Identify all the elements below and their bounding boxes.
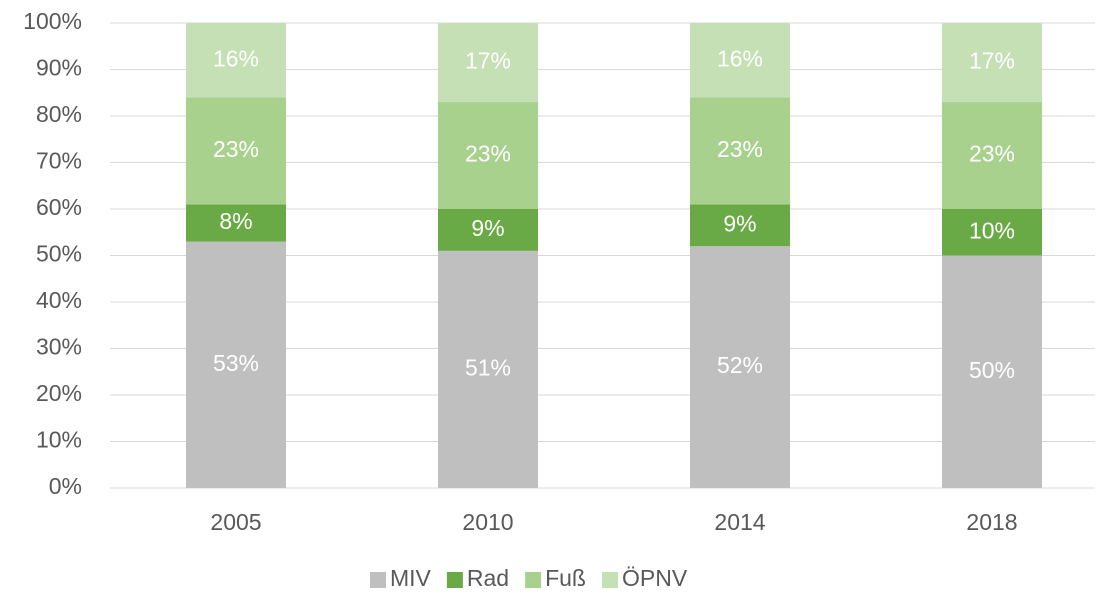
data-label: 17%	[465, 48, 511, 74]
bar-segment	[186, 23, 286, 98]
bar-segment	[942, 102, 1042, 209]
x-tick-label: 2018	[966, 509, 1017, 535]
legend-label: MIV	[390, 565, 432, 591]
data-label: 16%	[717, 45, 763, 71]
legend-swatch	[525, 572, 542, 588]
data-label: 9%	[723, 210, 756, 236]
bar-segment	[942, 209, 1042, 256]
y-tick-label: 100%	[23, 8, 82, 34]
y-tick-label: 50%	[36, 241, 82, 267]
data-label: 23%	[717, 136, 763, 162]
data-label: 9%	[471, 215, 504, 241]
legend-label: Rad	[467, 565, 509, 591]
legend-swatch	[446, 572, 463, 588]
data-label: 51%	[465, 355, 511, 381]
legend-label: ÖPNV	[622, 565, 688, 591]
bar-segment	[438, 250, 538, 488]
data-label: 8%	[219, 208, 252, 234]
bar-segment	[690, 23, 790, 98]
data-label: 23%	[465, 141, 511, 167]
data-label: 50%	[969, 357, 1015, 383]
bar-segment	[438, 209, 538, 251]
y-tick-label: 70%	[36, 148, 82, 174]
legend-swatch	[601, 572, 618, 588]
bar-segment	[690, 246, 790, 488]
data-label: 10%	[969, 217, 1015, 243]
data-label: 53%	[213, 350, 259, 376]
legend-label: Fuß	[545, 565, 586, 591]
x-tick-label: 2010	[462, 509, 513, 535]
bar-segment	[186, 204, 286, 242]
y-tick-label: 60%	[36, 194, 82, 220]
bar-segment	[438, 23, 538, 103]
bar-segment	[690, 97, 790, 205]
bar-segment	[438, 102, 538, 209]
y-tick-label: 10%	[36, 427, 82, 453]
y-tick-label: 80%	[36, 101, 82, 127]
legend-swatch	[370, 572, 386, 588]
data-label: 52%	[717, 352, 763, 378]
data-label: 17%	[969, 48, 1015, 74]
bar-segment	[942, 23, 1042, 103]
data-label: 16%	[213, 45, 259, 71]
x-tick-label: 2005	[210, 509, 261, 535]
y-tick-label: 90%	[36, 55, 82, 81]
x-tick-label: 2014	[714, 509, 765, 535]
bar-segment	[186, 241, 286, 488]
bar-segment	[942, 255, 1042, 488]
data-label: 23%	[213, 136, 259, 162]
bar-segment	[186, 97, 286, 205]
y-tick-label: 20%	[36, 380, 82, 406]
y-tick-label: 0%	[49, 473, 82, 499]
bar-segment	[690, 204, 790, 247]
y-tick-label: 40%	[36, 287, 82, 313]
data-label: 23%	[969, 141, 1015, 167]
y-tick-label: 30%	[36, 334, 82, 360]
